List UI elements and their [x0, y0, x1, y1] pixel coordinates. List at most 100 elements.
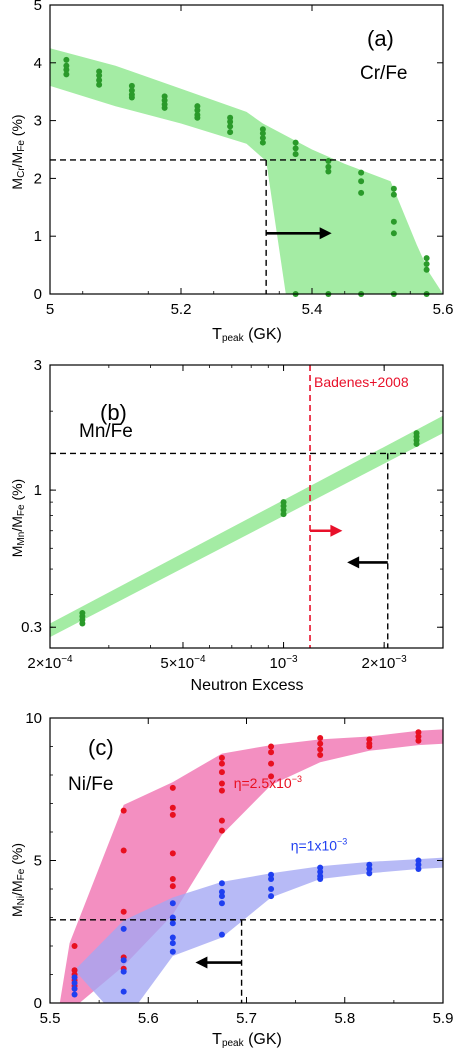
ni-fe-s1-point-6-1 [366, 866, 373, 873]
panel-c-ytick-label-1: 5 [34, 853, 42, 870]
panel-a-xtick-label-1: 5.2 [171, 301, 192, 318]
cr-fe-point-6-2 [259, 134, 266, 141]
cr-fe-point-0-2 [63, 66, 70, 73]
ni-fe-band-1 [74, 857, 443, 1003]
mn-fe-arrow-1 [347, 556, 388, 569]
ni-fe-s1-point-2-3 [169, 934, 176, 941]
cr-fe-point-2-3 [128, 94, 135, 101]
ni-fe-s0-point-4-2 [268, 760, 275, 767]
panel-a-ytick-label-1: 1 [34, 228, 42, 245]
ni-fe-s1-point-1-1 [120, 957, 127, 964]
ni-fe-s0-point-2-0 [169, 784, 176, 791]
panel-c-ytick-label-0: 0 [34, 995, 42, 1012]
ni-fe-s0-point-6-0 [366, 736, 373, 743]
cr-fe-point-5-2 [227, 123, 234, 130]
panel-a-ytick-label-5: 5 [34, 0, 42, 14]
ni-fe-s1-point-2-4 [169, 940, 176, 947]
cr-fe-point-0-3 [63, 71, 70, 78]
panel-c-label: (c) [88, 735, 114, 760]
cr-fe-point-8-1 [325, 163, 332, 170]
cr-fe-point-9-1 [358, 178, 365, 185]
ni-fe-s0-point-5-2 [317, 746, 324, 753]
cr-fe-band [50, 48, 443, 294]
panel-c-xtick-label-0: 5.5 [40, 1010, 61, 1027]
ni-fe-s0-point-4-1 [268, 749, 275, 756]
panel-b-x-axis-label: Neutron Excess [191, 677, 304, 694]
ni-fe-s0-point-3-1 [218, 760, 225, 767]
panel-c-xtick-label-3: 5.8 [334, 1010, 355, 1027]
ni-fe-s1-point-3-2 [218, 893, 225, 900]
panel-c-y-axis-label: MNi/MFe (%) [9, 843, 27, 917]
panel-c-ytick-label-2: 10 [25, 710, 42, 727]
ni-fe-s0-point-3-4 [218, 787, 225, 794]
panel-b-ytick-label-1: 1 [34, 482, 42, 499]
cr-fe-point-10-0 [390, 185, 397, 192]
ni-fe-s0-point-6-2 [366, 743, 373, 750]
mn-fe-point-1-3 [280, 511, 287, 518]
ni-fe-s1-point-6-2 [366, 870, 373, 877]
panel-a-x-axis-label: Tpeak (GK) [212, 326, 282, 344]
ni-fe-s0-point-3-6 [218, 827, 225, 834]
ni-fe-s1-point-3-4 [218, 931, 225, 938]
mn-fe-point-1-2 [280, 506, 287, 513]
ni-fe-s0-point-7-1 [415, 733, 422, 740]
ni-fe-s1-point-2-2 [169, 920, 176, 927]
ni-fe-s1-point-3-0 [218, 880, 225, 887]
cr-fe-arrow-head [319, 227, 332, 240]
panel-a-ratio-label: Cr/Fe [360, 63, 408, 84]
ni-fe-s1-point-7-0 [415, 857, 422, 864]
panel-b-frame [49, 364, 444, 649]
ni-fe-s1-point-1-2 [120, 968, 127, 975]
cr-fe-point-11-1 [423, 260, 430, 267]
ni-fe-s1-point-4-1 [268, 876, 275, 883]
panel-c-xtick-label-4: 5.9 [433, 1010, 453, 1027]
mn-fe-arrow-0 [310, 524, 343, 537]
ni-fe-s0-point-4-0 [268, 743, 275, 750]
panel-b-mn-fe: 2×10−4 5×10−4 10−3 2×10−3 0.3 1 3 (b) Mn/Fe Ba… [9, 357, 444, 694]
ni-fe-s1-point-4-3 [268, 893, 275, 900]
series-eta-1e-3-label: η=1x10−3 [291, 837, 348, 854]
cr-fe-point-1-2 [96, 77, 103, 84]
ni-fe-s1-point-1-0 [120, 925, 127, 932]
mn-fe-point-0-3 [79, 620, 86, 627]
ni-fe-arrow-head [195, 956, 208, 969]
cr-fe-point-7-2 [292, 151, 299, 158]
panel-a-cr-fe: 5 5.2 5.4 5.6 0 1 2 3 4 5 (a) Cr/Fe Tpeak (GK) MC… [9, 0, 453, 344]
ni-fe-s1-point-4-2 [268, 886, 275, 892]
ni-fe-s1-point-7-2 [415, 866, 422, 873]
cr-fe-point-2-0 [128, 82, 135, 89]
ni-fe-s0-point-7-0 [415, 729, 422, 736]
ni-fe-s0-point-1-2 [120, 908, 127, 915]
ni-fe-band-0 [59, 729, 444, 1003]
panel-a-ytick-label-2: 2 [34, 170, 42, 187]
panel-a-xtick-label-0: 5 [46, 301, 54, 318]
cr-fe-point-10-1 [390, 191, 397, 198]
cr-fe-point-11-2 [423, 266, 430, 273]
panel-b-label: (b) [100, 400, 127, 425]
panel-c-xtick-label-1: 5.6 [138, 1010, 159, 1027]
ni-fe-s1-point-0-3 [71, 991, 78, 998]
cr-fe-point-1-1 [96, 72, 103, 79]
mn-fe-band [50, 415, 443, 638]
ni-fe-s0-point-5-0 [317, 734, 324, 741]
cr-fe-point-5-1 [227, 118, 234, 125]
panel-a-label: (a) [367, 26, 394, 51]
ni-fe-s1-point-0-0 [71, 974, 78, 981]
cr-fe-point-7-1 [292, 145, 299, 152]
ni-fe-s1-point-0-1 [71, 980, 78, 987]
ni-fe-s0-point-2-5 [169, 883, 176, 890]
ni-fe-s0-point-3-2 [218, 769, 225, 776]
cr-fe-point-3-3 [161, 104, 168, 111]
ni-fe-s0-point-3-0 [218, 754, 225, 761]
ni-fe-s0-point-2-2 [169, 811, 176, 818]
panel-a-xtick-label-2: 5.4 [302, 301, 323, 318]
panel-b-ratio-label: Mn/Fe [79, 421, 133, 442]
ni-fe-s1-point-5-0 [317, 864, 324, 871]
ni-fe-s1-point-5-3 [317, 876, 324, 883]
ni-fe-s0-point-4-3 [268, 773, 275, 780]
ni-fe-s0-point-1-1 [120, 847, 127, 854]
panel-a-ytick-label-3: 3 [34, 113, 42, 130]
ni-fe-s1-point-2-5 [169, 948, 176, 955]
mn-fe-arrow-0-head [330, 524, 343, 537]
